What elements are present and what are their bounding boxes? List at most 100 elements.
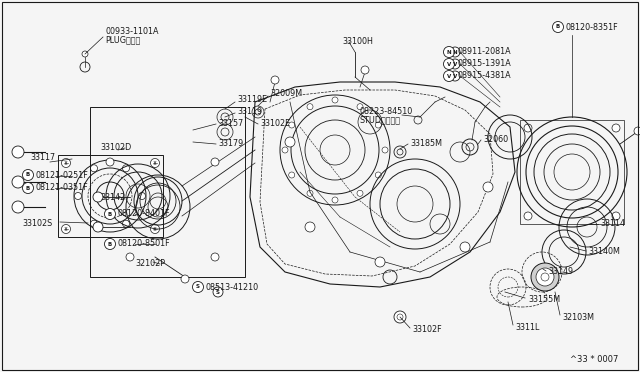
Circle shape <box>93 192 103 202</box>
Circle shape <box>22 170 33 180</box>
Circle shape <box>181 275 189 283</box>
Text: 08121-0251F: 08121-0251F <box>36 170 89 180</box>
Circle shape <box>375 122 381 128</box>
Circle shape <box>332 97 338 103</box>
Circle shape <box>450 47 460 57</box>
Circle shape <box>104 208 115 219</box>
Circle shape <box>106 158 114 166</box>
Circle shape <box>450 59 460 69</box>
Text: 33155M: 33155M <box>528 295 560 304</box>
Text: 33102S: 33102S <box>22 219 52 228</box>
Text: 33179: 33179 <box>218 140 243 148</box>
Circle shape <box>305 222 315 232</box>
Text: 33100H: 33100H <box>342 38 373 46</box>
Text: 08911-2081A: 08911-2081A <box>457 48 511 57</box>
Circle shape <box>12 176 24 188</box>
Text: 33102E: 33102E <box>260 119 290 128</box>
Text: ^33 * 0007: ^33 * 0007 <box>570 355 618 364</box>
Circle shape <box>211 253 219 261</box>
Text: B: B <box>26 173 30 177</box>
Circle shape <box>357 104 363 110</box>
Circle shape <box>444 46 454 58</box>
Text: N: N <box>447 49 451 55</box>
Circle shape <box>444 58 454 70</box>
Circle shape <box>285 137 295 147</box>
Text: 32009M: 32009M <box>270 90 302 99</box>
Text: B: B <box>556 25 560 29</box>
Circle shape <box>12 201 24 213</box>
Text: N: N <box>452 49 458 55</box>
Circle shape <box>90 220 97 227</box>
Circle shape <box>307 190 313 196</box>
Text: S: S <box>216 289 220 295</box>
Text: 33185M: 33185M <box>410 140 442 148</box>
Bar <box>90 107 245 277</box>
Text: 00933-1101A: 00933-1101A <box>105 28 159 36</box>
Circle shape <box>150 158 159 167</box>
Text: V: V <box>453 61 457 67</box>
Text: 08915-4381A: 08915-4381A <box>457 71 511 80</box>
Text: 33142: 33142 <box>100 192 125 202</box>
Text: PLUGプラグ: PLUGプラグ <box>105 35 140 45</box>
Circle shape <box>307 104 313 110</box>
Text: B: B <box>108 241 112 247</box>
Text: 33119: 33119 <box>237 108 262 116</box>
Text: 08120-8351F: 08120-8351F <box>566 22 619 32</box>
Circle shape <box>531 263 559 291</box>
Text: 32102P: 32102P <box>135 260 165 269</box>
Circle shape <box>138 192 145 199</box>
Circle shape <box>271 76 279 84</box>
Text: B: B <box>26 186 30 190</box>
Text: 33117: 33117 <box>30 153 55 161</box>
Circle shape <box>22 183 33 193</box>
Circle shape <box>93 222 103 232</box>
Circle shape <box>460 242 470 252</box>
Circle shape <box>361 66 369 74</box>
Circle shape <box>12 146 24 158</box>
Circle shape <box>74 192 81 199</box>
Circle shape <box>282 147 288 153</box>
Text: 33102F: 33102F <box>412 326 442 334</box>
Bar <box>58 155 163 237</box>
Circle shape <box>382 147 388 153</box>
Circle shape <box>375 172 381 178</box>
Bar <box>520 120 624 224</box>
Text: 33119E: 33119E <box>237 96 267 105</box>
Circle shape <box>524 124 532 132</box>
Text: 32103M: 32103M <box>562 312 594 321</box>
Circle shape <box>211 158 219 166</box>
Circle shape <box>524 212 532 220</box>
Circle shape <box>332 197 338 203</box>
Circle shape <box>394 311 406 323</box>
Text: 32060: 32060 <box>483 135 508 144</box>
Text: 08120-8401F: 08120-8401F <box>118 209 170 218</box>
Circle shape <box>289 122 294 128</box>
Text: 08513-41210: 08513-41210 <box>206 282 259 292</box>
Circle shape <box>612 124 620 132</box>
Text: B: B <box>108 212 112 217</box>
Circle shape <box>126 253 134 261</box>
Text: 08121-0351F: 08121-0351F <box>36 183 88 192</box>
Text: V: V <box>447 61 451 67</box>
Circle shape <box>536 268 554 286</box>
Text: 08915-1391A: 08915-1391A <box>457 60 511 68</box>
Circle shape <box>122 165 129 172</box>
Circle shape <box>612 212 620 220</box>
Text: 33114: 33114 <box>600 219 625 228</box>
Circle shape <box>82 51 88 57</box>
Circle shape <box>213 287 223 297</box>
Text: 33140M: 33140M <box>588 247 620 257</box>
Circle shape <box>122 220 129 227</box>
Circle shape <box>193 282 204 292</box>
Circle shape <box>375 257 385 267</box>
Text: 33157: 33157 <box>218 119 243 128</box>
Circle shape <box>90 165 97 172</box>
Text: 08223-84510: 08223-84510 <box>360 108 413 116</box>
Circle shape <box>289 172 294 178</box>
Text: 33149: 33149 <box>548 267 573 276</box>
Text: V: V <box>447 74 451 78</box>
Circle shape <box>150 224 159 234</box>
Text: STUDスタッド: STUDスタッド <box>360 115 401 125</box>
Circle shape <box>61 158 70 167</box>
Circle shape <box>61 224 70 234</box>
